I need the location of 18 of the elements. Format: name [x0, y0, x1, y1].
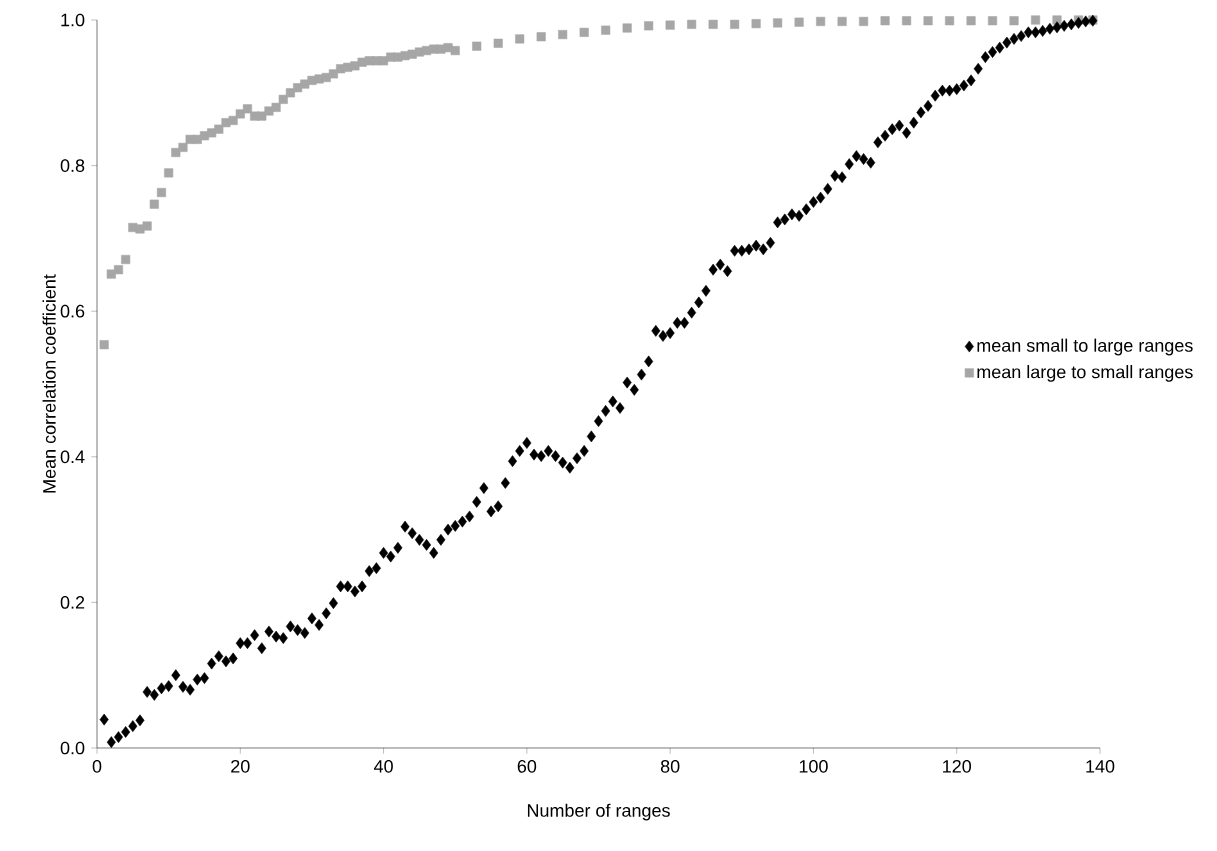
y-tick-label: 0.0 — [60, 741, 85, 755]
y-tick-label: 0.6 — [60, 304, 85, 318]
y-tick-label: 1.0 — [61, 13, 85, 27]
x-tick-label: 0 — [92, 759, 102, 773]
legend-label: mean large to small ranges — [977, 365, 1193, 382]
legend-label: mean small to large ranges — [977, 338, 1193, 356]
y-tick-label: 0.4 — [60, 450, 85, 464]
y-tick-label: 0.8 — [60, 159, 85, 172]
y-tick-label: 0.2 — [60, 596, 85, 609]
x-tick-label: 120 — [943, 759, 972, 773]
x-tick-label: 100 — [799, 759, 828, 773]
x-tick-label: 60 — [517, 759, 537, 773]
x-tick-label: 20 — [231, 759, 250, 773]
y-axis-title: Mean correlation coefficient — [42, 274, 56, 493]
x-tick-label: 140 — [1086, 759, 1115, 773]
x-axis-title: Number of ranges — [527, 803, 670, 821]
x-tick-label: 80 — [660, 759, 680, 773]
x-tick-label: 40 — [373, 759, 393, 773]
